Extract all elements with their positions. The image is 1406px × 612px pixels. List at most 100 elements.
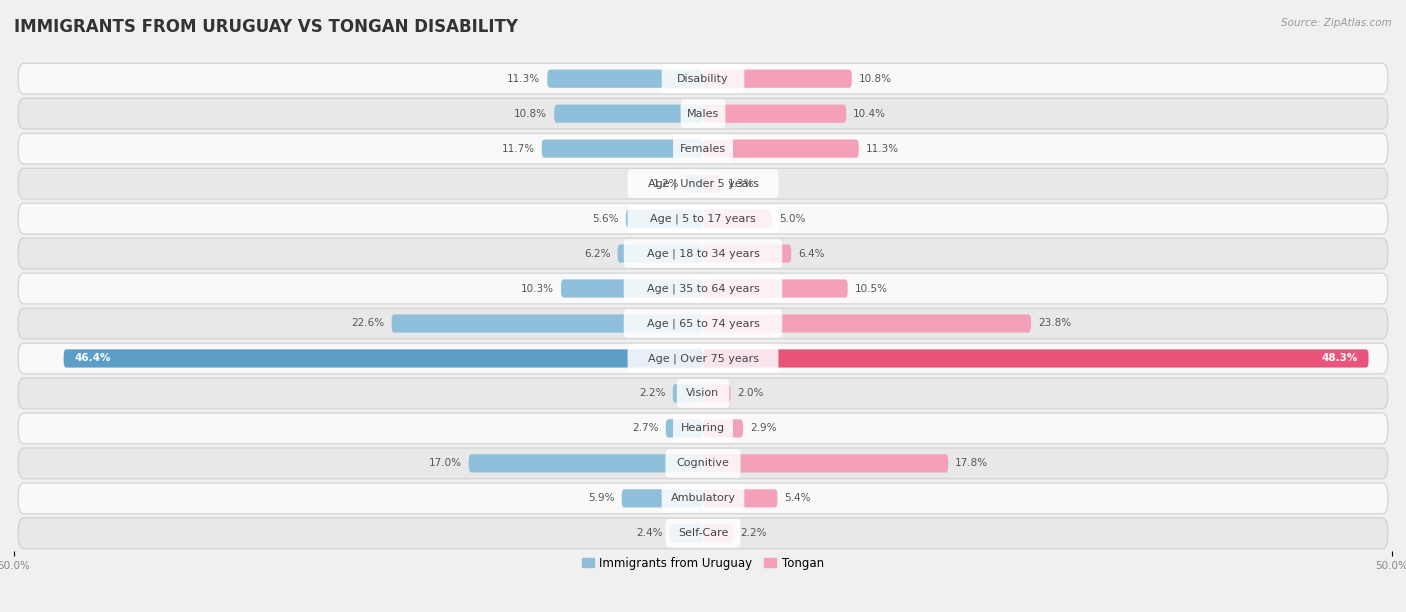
FancyBboxPatch shape (561, 280, 703, 297)
FancyBboxPatch shape (18, 483, 1388, 513)
Text: 2.0%: 2.0% (738, 389, 763, 398)
Text: 2.2%: 2.2% (640, 389, 666, 398)
FancyBboxPatch shape (703, 70, 852, 88)
Text: 5.9%: 5.9% (588, 493, 614, 503)
Text: 23.8%: 23.8% (1038, 318, 1071, 329)
FancyBboxPatch shape (18, 448, 1388, 479)
FancyBboxPatch shape (18, 133, 1388, 164)
FancyBboxPatch shape (617, 244, 703, 263)
Text: 22.6%: 22.6% (352, 318, 385, 329)
FancyBboxPatch shape (703, 140, 859, 158)
FancyBboxPatch shape (621, 489, 703, 507)
Text: 2.9%: 2.9% (749, 424, 776, 433)
Text: 11.7%: 11.7% (502, 144, 534, 154)
FancyBboxPatch shape (669, 524, 703, 542)
FancyBboxPatch shape (554, 105, 703, 123)
Text: Males: Males (688, 109, 718, 119)
Text: 17.0%: 17.0% (429, 458, 461, 468)
FancyBboxPatch shape (18, 63, 1388, 94)
Text: Age | 18 to 34 years: Age | 18 to 34 years (647, 248, 759, 259)
FancyBboxPatch shape (662, 484, 744, 513)
Text: 1.2%: 1.2% (652, 179, 679, 188)
Text: 2.2%: 2.2% (740, 528, 766, 539)
Text: Disability: Disability (678, 73, 728, 84)
Text: Vision: Vision (686, 389, 720, 398)
Text: 2.4%: 2.4% (637, 528, 664, 539)
FancyBboxPatch shape (703, 349, 1368, 368)
FancyBboxPatch shape (468, 454, 703, 472)
Text: 11.3%: 11.3% (508, 73, 540, 84)
FancyBboxPatch shape (662, 64, 744, 93)
FancyBboxPatch shape (18, 238, 1388, 269)
FancyBboxPatch shape (18, 168, 1388, 199)
Text: Age | 5 to 17 years: Age | 5 to 17 years (650, 214, 756, 224)
Text: 46.4%: 46.4% (75, 354, 111, 364)
FancyBboxPatch shape (666, 419, 703, 438)
FancyBboxPatch shape (703, 105, 846, 123)
Text: 17.8%: 17.8% (955, 458, 988, 468)
FancyBboxPatch shape (672, 384, 703, 403)
FancyBboxPatch shape (627, 204, 779, 233)
Text: 5.6%: 5.6% (592, 214, 619, 223)
FancyBboxPatch shape (18, 413, 1388, 444)
FancyBboxPatch shape (686, 174, 703, 193)
Text: Females: Females (681, 144, 725, 154)
FancyBboxPatch shape (703, 419, 742, 438)
FancyBboxPatch shape (627, 344, 779, 373)
FancyBboxPatch shape (665, 519, 741, 548)
Text: 10.8%: 10.8% (515, 109, 547, 119)
Text: 10.3%: 10.3% (522, 283, 554, 294)
Text: 48.3%: 48.3% (1322, 354, 1358, 364)
FancyBboxPatch shape (626, 209, 703, 228)
FancyBboxPatch shape (624, 239, 782, 268)
Text: Age | 35 to 64 years: Age | 35 to 64 years (647, 283, 759, 294)
FancyBboxPatch shape (18, 99, 1388, 129)
Text: 10.8%: 10.8% (859, 73, 891, 84)
Text: Age | Over 75 years: Age | Over 75 years (648, 353, 758, 364)
Text: 5.0%: 5.0% (779, 214, 806, 223)
Text: Source: ZipAtlas.com: Source: ZipAtlas.com (1281, 18, 1392, 28)
FancyBboxPatch shape (627, 170, 779, 198)
Text: Age | Under 5 years: Age | Under 5 years (648, 178, 758, 189)
Text: 1.3%: 1.3% (728, 179, 754, 188)
FancyBboxPatch shape (703, 384, 731, 403)
FancyBboxPatch shape (624, 274, 782, 303)
Text: Ambulatory: Ambulatory (671, 493, 735, 503)
FancyBboxPatch shape (703, 454, 948, 472)
Text: 11.3%: 11.3% (866, 144, 898, 154)
FancyBboxPatch shape (547, 70, 703, 88)
FancyBboxPatch shape (703, 244, 792, 263)
FancyBboxPatch shape (18, 273, 1388, 304)
Text: Self-Care: Self-Care (678, 528, 728, 539)
FancyBboxPatch shape (681, 99, 725, 128)
FancyBboxPatch shape (673, 134, 733, 163)
FancyBboxPatch shape (703, 209, 772, 228)
FancyBboxPatch shape (665, 449, 741, 478)
Text: 6.4%: 6.4% (799, 248, 824, 258)
FancyBboxPatch shape (18, 378, 1388, 409)
Text: 10.4%: 10.4% (853, 109, 886, 119)
Text: IMMIGRANTS FROM URUGUAY VS TONGAN DISABILITY: IMMIGRANTS FROM URUGUAY VS TONGAN DISABI… (14, 18, 517, 36)
FancyBboxPatch shape (18, 308, 1388, 339)
FancyBboxPatch shape (703, 280, 848, 297)
FancyBboxPatch shape (18, 343, 1388, 374)
FancyBboxPatch shape (703, 524, 734, 542)
Text: 10.5%: 10.5% (855, 283, 887, 294)
FancyBboxPatch shape (18, 518, 1388, 549)
Text: Cognitive: Cognitive (676, 458, 730, 468)
Text: 5.4%: 5.4% (785, 493, 811, 503)
Text: 2.7%: 2.7% (633, 424, 659, 433)
Text: Age | 65 to 74 years: Age | 65 to 74 years (647, 318, 759, 329)
FancyBboxPatch shape (18, 203, 1388, 234)
FancyBboxPatch shape (624, 309, 782, 338)
FancyBboxPatch shape (673, 414, 733, 442)
FancyBboxPatch shape (703, 489, 778, 507)
FancyBboxPatch shape (392, 315, 703, 332)
FancyBboxPatch shape (541, 140, 703, 158)
FancyBboxPatch shape (676, 379, 730, 408)
FancyBboxPatch shape (703, 315, 1031, 332)
Legend: Immigrants from Uruguay, Tongan: Immigrants from Uruguay, Tongan (576, 552, 830, 574)
FancyBboxPatch shape (703, 174, 721, 193)
Text: 6.2%: 6.2% (583, 248, 610, 258)
Text: Hearing: Hearing (681, 424, 725, 433)
